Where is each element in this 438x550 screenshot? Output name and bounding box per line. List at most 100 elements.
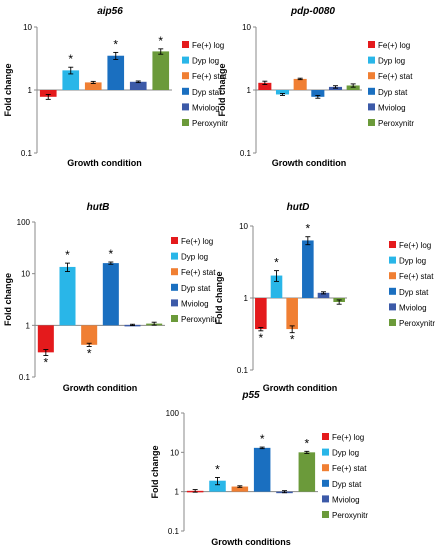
y-tick-label: 1 — [244, 294, 249, 303]
bar — [346, 85, 360, 90]
y-axis-label: Fold change — [3, 273, 13, 326]
significance-star: * — [68, 52, 73, 66]
legend-swatch — [368, 72, 375, 80]
chart-panel-3: hutD 10 1 0.1 * * * * Growth condition Fold chang… — [214, 202, 435, 393]
legend-swatch — [322, 464, 329, 472]
significance-star: * — [258, 331, 263, 345]
y-tick-label: 1 — [247, 86, 252, 95]
y-tick-label: 100 — [17, 218, 31, 227]
bar — [81, 325, 98, 345]
y-tick-label: 0.1 — [240, 149, 252, 158]
legend-swatch — [322, 479, 329, 487]
y-tick-label: 100 — [166, 409, 180, 418]
significance-star: * — [305, 222, 310, 236]
legend-entry: Dyp stat — [399, 288, 429, 297]
legend-swatch — [322, 433, 329, 440]
legend-swatch — [182, 56, 189, 64]
significance-star: * — [108, 247, 113, 261]
legend-entry: Dyp log — [399, 257, 426, 266]
legend-entry: Fe(+) log — [192, 41, 224, 50]
significance-star: * — [87, 346, 92, 360]
bar — [102, 263, 119, 326]
bar — [302, 240, 314, 298]
legend-swatch — [322, 511, 329, 518]
chart-title: p55 — [241, 390, 260, 401]
y-tick-label: 10 — [239, 222, 248, 231]
legend-swatch — [182, 72, 189, 80]
legend-entry: Peroxynitr — [181, 315, 217, 324]
chart-panel-1: pdp-0080 10 1 0.1 Growth condition Fold chang… — [217, 6, 414, 168]
legend-entry: Dyp stat — [192, 88, 222, 97]
legend-entry: Peroxynitr — [378, 119, 414, 128]
y-tick-label: 10 — [21, 270, 30, 279]
significance-star: * — [290, 333, 295, 347]
y-tick-label: 0.1 — [19, 373, 31, 382]
legend-entry: Peroxynitr — [332, 511, 368, 520]
bar — [59, 266, 76, 326]
legend-entry: Dyp stat — [378, 88, 408, 97]
significance-star: * — [43, 356, 48, 370]
legend-entry: Fe(+) log — [181, 237, 213, 246]
legend-entry: Mviolog — [192, 103, 220, 112]
chart-title: aip56 — [97, 6, 123, 17]
y-tick-label: 1 — [175, 488, 180, 497]
legend-entry: Dyp log — [192, 57, 219, 66]
significance-star: * — [260, 432, 265, 446]
bar — [253, 447, 271, 492]
significance-star: * — [215, 462, 220, 476]
y-tick-label: 10 — [23, 23, 32, 32]
chart-title: pdp-0080 — [290, 6, 335, 17]
legend-entry: Dyp log — [332, 449, 359, 458]
legend-entry: Mviolog — [181, 299, 209, 308]
legend-entry: Fe(+) log — [332, 433, 364, 442]
legend-entry: Mviolog — [332, 495, 360, 504]
legend-swatch — [368, 56, 375, 64]
legend-entry: Fe(+) stat — [378, 72, 413, 81]
legend-swatch — [171, 252, 178, 260]
legend-entry: Fe(+) stat — [399, 272, 434, 281]
legend-swatch — [368, 41, 375, 48]
legend-swatch — [171, 315, 178, 322]
legend-swatch — [368, 103, 375, 111]
bar — [62, 70, 80, 90]
bar — [275, 90, 290, 95]
y-axis-label: Fold change — [217, 63, 227, 116]
bar — [293, 78, 307, 90]
legend-entry: Fe(+) log — [378, 41, 410, 50]
bar — [317, 292, 330, 298]
significance-star: * — [274, 256, 279, 270]
y-tick-label: 1 — [26, 321, 31, 330]
significance-star: * — [113, 37, 118, 51]
chart-panel-4: p55 100 10 1 0.1 * * * Growth conditions Fold cha… — [150, 390, 368, 547]
chart-panel-2: hutB 100 10 1 0.1 * * * * Growth condition Fold ch… — [3, 202, 217, 393]
x-axis-label: Growth condition — [63, 383, 138, 393]
y-tick-label: 0.1 — [21, 149, 33, 158]
legend-entry: Peroxynitr — [399, 319, 435, 328]
legend-entry: Dyp stat — [181, 284, 211, 293]
legend-entry: Fe(+) stat — [192, 72, 227, 81]
legend-swatch — [182, 103, 189, 111]
legend-swatch — [368, 119, 375, 126]
legend-swatch — [368, 87, 375, 95]
bar — [39, 90, 57, 97]
legend-entry: Dyp log — [378, 57, 405, 66]
legend-swatch — [182, 119, 189, 126]
y-axis-label: Fold change — [150, 445, 160, 498]
y-tick-label: 0.1 — [237, 366, 249, 375]
legend-swatch — [389, 287, 396, 295]
legend-swatch — [389, 272, 396, 280]
y-tick-label: 10 — [170, 448, 179, 457]
legend-entry: Mviolog — [378, 103, 406, 112]
legend-swatch — [389, 319, 396, 326]
legend-entry: Fe(+) stat — [332, 464, 367, 473]
legend-entry: Mviolog — [399, 303, 427, 312]
legend-entry: Dyp log — [181, 253, 208, 262]
y-axis-label: Fold change — [214, 271, 224, 324]
legend-entry: Peroxynitr — [192, 119, 228, 128]
x-axis-label: Growth condition — [263, 383, 338, 393]
y-axis-label: Fold change — [3, 63, 13, 116]
y-tick-label: 0.1 — [168, 527, 180, 536]
significance-star: * — [304, 436, 309, 450]
significance-star: * — [65, 248, 70, 262]
chart-title: hutD — [287, 202, 310, 213]
